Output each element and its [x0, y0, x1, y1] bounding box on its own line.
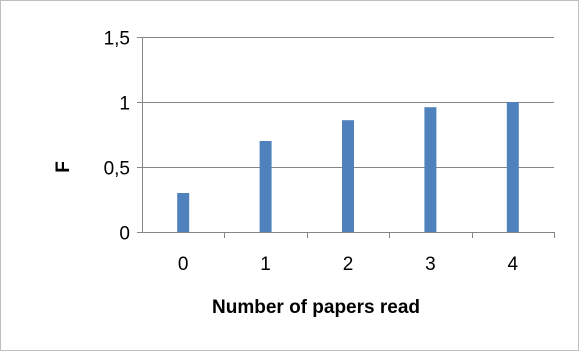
bar-4: [506, 102, 519, 232]
bar-2: [342, 120, 354, 232]
y-tick-label: 0,5: [104, 159, 130, 180]
bar-3: [424, 107, 437, 232]
y-tick-label: 1: [119, 94, 130, 115]
x-tick-label: 0: [178, 254, 189, 275]
y-axis-title: F: [53, 161, 74, 173]
x-tick-labels: 0 1 2 3 4: [178, 254, 519, 275]
y-tick-label: 0: [119, 224, 130, 245]
bars: [177, 102, 519, 232]
x-tick-label: 1: [260, 254, 271, 275]
bar-1: [259, 141, 272, 232]
bar-0: [177, 193, 190, 232]
x-tick-label: 2: [343, 254, 354, 275]
y-tick-labels: 0 0,5 1 1,5: [104, 29, 130, 245]
x-tick-label: 4: [508, 254, 519, 275]
axes: [137, 37, 555, 238]
x-tick-label: 3: [425, 254, 436, 275]
y-tick-label: 1,5: [104, 29, 130, 50]
x-axis-title: Number of papers read: [212, 297, 420, 318]
